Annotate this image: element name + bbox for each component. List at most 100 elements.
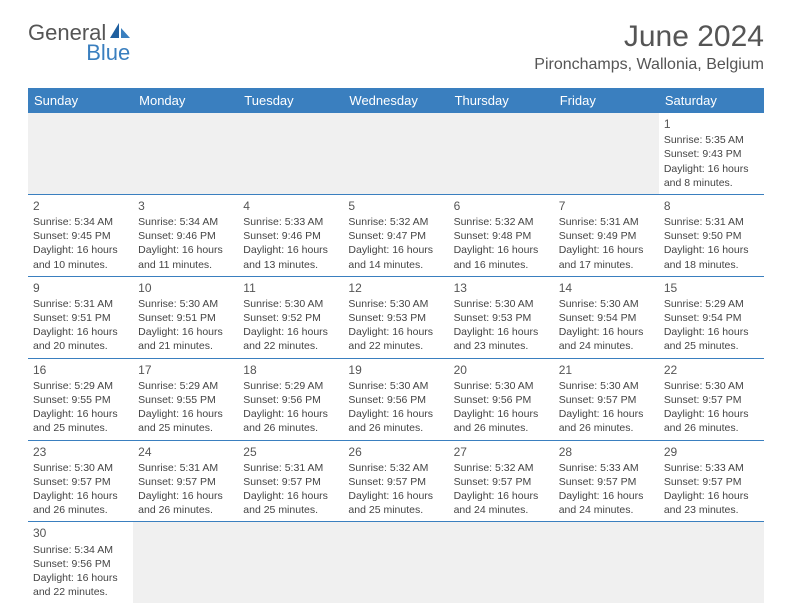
sunrise-line: Sunrise: 5:31 AM (33, 297, 128, 311)
sunrise-line: Sunrise: 5:30 AM (664, 379, 759, 393)
month-title: June 2024 (534, 20, 764, 54)
daylight-line: Daylight: 16 hours and 8 minutes. (664, 162, 759, 190)
day-number: 10 (138, 280, 233, 296)
sunrise-line: Sunrise: 5:29 AM (138, 379, 233, 393)
daylight-line: Daylight: 16 hours and 22 minutes. (348, 325, 443, 353)
sunset-line: Sunset: 9:55 PM (138, 393, 233, 407)
sunset-line: Sunset: 9:57 PM (138, 475, 233, 489)
sunrise-line: Sunrise: 5:29 AM (243, 379, 338, 393)
calendar-cell (449, 522, 554, 603)
calendar-table: SundayMondayTuesdayWednesdayThursdayFrid… (28, 88, 764, 603)
weekday-header: Thursday (449, 88, 554, 113)
daylight-line: Daylight: 16 hours and 25 minutes. (138, 407, 233, 435)
daylight-line: Daylight: 16 hours and 16 minutes. (454, 243, 549, 271)
daylight-line: Daylight: 16 hours and 23 minutes. (454, 325, 549, 353)
header: GeneralBlue June 2024 Pironchamps, Wallo… (0, 0, 792, 82)
calendar-cell: 27Sunrise: 5:32 AMSunset: 9:57 PMDayligh… (449, 440, 554, 522)
calendar-cell: 13Sunrise: 5:30 AMSunset: 9:53 PMDayligh… (449, 276, 554, 358)
day-number: 13 (454, 280, 549, 296)
sunset-line: Sunset: 9:57 PM (559, 393, 654, 407)
daylight-line: Daylight: 16 hours and 14 minutes. (348, 243, 443, 271)
sunset-line: Sunset: 9:48 PM (454, 229, 549, 243)
calendar-cell: 11Sunrise: 5:30 AMSunset: 9:52 PMDayligh… (238, 276, 343, 358)
calendar-cell: 19Sunrise: 5:30 AMSunset: 9:56 PMDayligh… (343, 358, 448, 440)
sunset-line: Sunset: 9:51 PM (33, 311, 128, 325)
calendar-cell: 8Sunrise: 5:31 AMSunset: 9:50 PMDaylight… (659, 194, 764, 276)
sunset-line: Sunset: 9:46 PM (138, 229, 233, 243)
daylight-line: Daylight: 16 hours and 23 minutes. (664, 489, 759, 517)
sunset-line: Sunset: 9:54 PM (664, 311, 759, 325)
calendar-cell: 1Sunrise: 5:35 AMSunset: 9:43 PMDaylight… (659, 113, 764, 194)
sunrise-line: Sunrise: 5:30 AM (454, 297, 549, 311)
daylight-line: Daylight: 16 hours and 24 minutes. (559, 325, 654, 353)
day-number: 23 (33, 444, 128, 460)
sunrise-line: Sunrise: 5:30 AM (454, 379, 549, 393)
sunset-line: Sunset: 9:57 PM (348, 475, 443, 489)
sunrise-line: Sunrise: 5:32 AM (454, 461, 549, 475)
sunrise-line: Sunrise: 5:30 AM (559, 297, 654, 311)
day-number: 22 (664, 362, 759, 378)
calendar-cell (343, 113, 448, 194)
calendar-cell: 29Sunrise: 5:33 AMSunset: 9:57 PMDayligh… (659, 440, 764, 522)
sunset-line: Sunset: 9:55 PM (33, 393, 128, 407)
daylight-line: Daylight: 16 hours and 13 minutes. (243, 243, 338, 271)
calendar-cell: 24Sunrise: 5:31 AMSunset: 9:57 PMDayligh… (133, 440, 238, 522)
sunset-line: Sunset: 9:46 PM (243, 229, 338, 243)
sunrise-line: Sunrise: 5:30 AM (33, 461, 128, 475)
calendar-cell: 3Sunrise: 5:34 AMSunset: 9:46 PMDaylight… (133, 194, 238, 276)
logo: GeneralBlue (28, 20, 132, 66)
sunset-line: Sunset: 9:53 PM (348, 311, 443, 325)
sunrise-line: Sunrise: 5:34 AM (33, 543, 128, 557)
day-number: 27 (454, 444, 549, 460)
calendar-row: 2Sunrise: 5:34 AMSunset: 9:45 PMDaylight… (28, 194, 764, 276)
calendar-cell (659, 522, 764, 603)
calendar-cell: 12Sunrise: 5:30 AMSunset: 9:53 PMDayligh… (343, 276, 448, 358)
sunset-line: Sunset: 9:57 PM (664, 475, 759, 489)
day-number: 3 (138, 198, 233, 214)
calendar-cell: 9Sunrise: 5:31 AMSunset: 9:51 PMDaylight… (28, 276, 133, 358)
sunset-line: Sunset: 9:43 PM (664, 147, 759, 161)
daylight-line: Daylight: 16 hours and 26 minutes. (33, 489, 128, 517)
daylight-line: Daylight: 16 hours and 26 minutes. (348, 407, 443, 435)
daylight-line: Daylight: 16 hours and 17 minutes. (559, 243, 654, 271)
calendar-cell: 15Sunrise: 5:29 AMSunset: 9:54 PMDayligh… (659, 276, 764, 358)
calendar-cell: 20Sunrise: 5:30 AMSunset: 9:56 PMDayligh… (449, 358, 554, 440)
sunrise-line: Sunrise: 5:31 AM (243, 461, 338, 475)
daylight-line: Daylight: 16 hours and 21 minutes. (138, 325, 233, 353)
sunrise-line: Sunrise: 5:33 AM (559, 461, 654, 475)
day-number: 7 (559, 198, 654, 214)
calendar-row: 1Sunrise: 5:35 AMSunset: 9:43 PMDaylight… (28, 113, 764, 194)
calendar-cell: 10Sunrise: 5:30 AMSunset: 9:51 PMDayligh… (133, 276, 238, 358)
sunrise-line: Sunrise: 5:35 AM (664, 133, 759, 147)
day-number: 15 (664, 280, 759, 296)
calendar-header: SundayMondayTuesdayWednesdayThursdayFrid… (28, 88, 764, 113)
sunrise-line: Sunrise: 5:30 AM (348, 379, 443, 393)
day-number: 28 (559, 444, 654, 460)
calendar-cell: 17Sunrise: 5:29 AMSunset: 9:55 PMDayligh… (133, 358, 238, 440)
day-number: 4 (243, 198, 338, 214)
sunset-line: Sunset: 9:52 PM (243, 311, 338, 325)
weekday-header: Wednesday (343, 88, 448, 113)
sunrise-line: Sunrise: 5:30 AM (559, 379, 654, 393)
sunset-line: Sunset: 9:51 PM (138, 311, 233, 325)
daylight-line: Daylight: 16 hours and 18 minutes. (664, 243, 759, 271)
daylight-line: Daylight: 16 hours and 25 minutes. (33, 407, 128, 435)
sunset-line: Sunset: 9:49 PM (559, 229, 654, 243)
daylight-line: Daylight: 16 hours and 26 minutes. (138, 489, 233, 517)
daylight-line: Daylight: 16 hours and 25 minutes. (664, 325, 759, 353)
calendar-row: 23Sunrise: 5:30 AMSunset: 9:57 PMDayligh… (28, 440, 764, 522)
sunset-line: Sunset: 9:57 PM (559, 475, 654, 489)
day-number: 6 (454, 198, 549, 214)
day-number: 11 (243, 280, 338, 296)
sunset-line: Sunset: 9:57 PM (243, 475, 338, 489)
daylight-line: Daylight: 16 hours and 25 minutes. (243, 489, 338, 517)
sunset-line: Sunset: 9:45 PM (33, 229, 128, 243)
weekday-header: Sunday (28, 88, 133, 113)
daylight-line: Daylight: 16 hours and 26 minutes. (559, 407, 654, 435)
sunrise-line: Sunrise: 5:30 AM (243, 297, 338, 311)
sunrise-line: Sunrise: 5:30 AM (138, 297, 233, 311)
day-number: 20 (454, 362, 549, 378)
daylight-line: Daylight: 16 hours and 25 minutes. (348, 489, 443, 517)
sunrise-line: Sunrise: 5:33 AM (664, 461, 759, 475)
sunset-line: Sunset: 9:54 PM (559, 311, 654, 325)
